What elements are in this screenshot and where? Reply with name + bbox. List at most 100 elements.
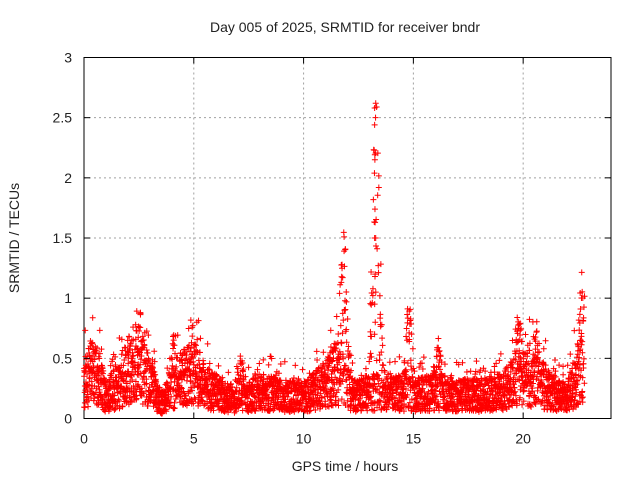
- data-point: [369, 292, 376, 299]
- data-point: [576, 311, 583, 318]
- data-point: [313, 348, 320, 355]
- data-point: [146, 366, 153, 373]
- data-point: [394, 385, 401, 392]
- data-point: [86, 374, 93, 381]
- data-point: [473, 358, 480, 365]
- data-point: [199, 367, 206, 374]
- data-point: [89, 339, 96, 346]
- data-point: [136, 327, 143, 334]
- data-point: [532, 338, 539, 345]
- data-point: [333, 389, 340, 396]
- data-point: [407, 306, 414, 313]
- data-point: [118, 351, 125, 358]
- data-point: [552, 373, 559, 380]
- data-point: [379, 342, 386, 349]
- data-point: [517, 327, 524, 334]
- data-point: [371, 147, 378, 154]
- data-point: [295, 375, 302, 382]
- data-point: [577, 306, 584, 313]
- data-point: [119, 403, 126, 410]
- data-point: [204, 340, 211, 347]
- data-point: [580, 355, 587, 362]
- data-point: [260, 376, 267, 383]
- data-point: [84, 381, 91, 388]
- data-point: [342, 306, 349, 313]
- data-point: [534, 373, 541, 380]
- data-point: [346, 381, 353, 388]
- data-point: [454, 408, 461, 415]
- data-point: [214, 373, 221, 380]
- data-point: [168, 393, 175, 400]
- data-point: [532, 400, 539, 407]
- data-point: [337, 322, 344, 329]
- data-point: [531, 369, 538, 376]
- data-point: [472, 371, 479, 378]
- data-point: [552, 368, 559, 375]
- data-point: [411, 368, 418, 375]
- data-point: [532, 346, 539, 353]
- data-point: [418, 360, 425, 367]
- data-point: [577, 337, 584, 344]
- data-point: [514, 314, 521, 321]
- data-point: [339, 378, 346, 385]
- data-point: [129, 376, 136, 383]
- data-point: [174, 332, 181, 339]
- data-point: [130, 336, 137, 343]
- data-point: [151, 358, 158, 365]
- data-point: [358, 407, 365, 414]
- data-point: [449, 377, 456, 384]
- data-point: [86, 352, 93, 359]
- data-point: [522, 331, 529, 338]
- data-point: [421, 389, 428, 396]
- data-point: [574, 377, 581, 384]
- data-point: [277, 380, 284, 387]
- data-point: [193, 347, 200, 354]
- data-point: [133, 395, 140, 402]
- data-point: [322, 370, 329, 377]
- data-point: [567, 399, 574, 406]
- data-point: [82, 327, 89, 334]
- data-point: [371, 407, 378, 414]
- data-point: [333, 313, 340, 320]
- data-point: [235, 391, 242, 398]
- data-point: [540, 345, 547, 352]
- data-point: [467, 368, 474, 375]
- data-point: [213, 372, 220, 379]
- data-point: [372, 242, 379, 249]
- data-point: [396, 373, 403, 380]
- data-point: [472, 368, 479, 375]
- data-point: [110, 368, 117, 375]
- data-point: [132, 378, 139, 385]
- data-point: [376, 397, 383, 404]
- data-point: [199, 398, 206, 405]
- data-point: [139, 333, 146, 340]
- data-point: [342, 297, 349, 304]
- data-point: [396, 353, 403, 360]
- data-point: [277, 377, 284, 384]
- data-point: [199, 397, 206, 404]
- data-point: [371, 331, 378, 338]
- data-point: [315, 377, 322, 384]
- data-point: [176, 394, 183, 401]
- data-point: [560, 363, 567, 370]
- data-point: [455, 361, 462, 368]
- data-point: [348, 367, 355, 374]
- data-point: [400, 408, 407, 415]
- data-point: [373, 216, 380, 223]
- data-point: [269, 381, 276, 388]
- data-point: [371, 170, 378, 177]
- data-point: [340, 317, 347, 324]
- data-point: [338, 340, 345, 347]
- data-point: [526, 347, 533, 354]
- data-point: [126, 333, 133, 340]
- data-point: [234, 365, 241, 372]
- data-point: [150, 373, 157, 380]
- data-point: [419, 365, 426, 372]
- data-point: [436, 347, 443, 354]
- data-point: [368, 353, 375, 360]
- data-point: [374, 386, 381, 393]
- data-point: [371, 301, 378, 308]
- data-point: [299, 366, 306, 373]
- data-point: [327, 327, 334, 334]
- data-point: [380, 362, 387, 369]
